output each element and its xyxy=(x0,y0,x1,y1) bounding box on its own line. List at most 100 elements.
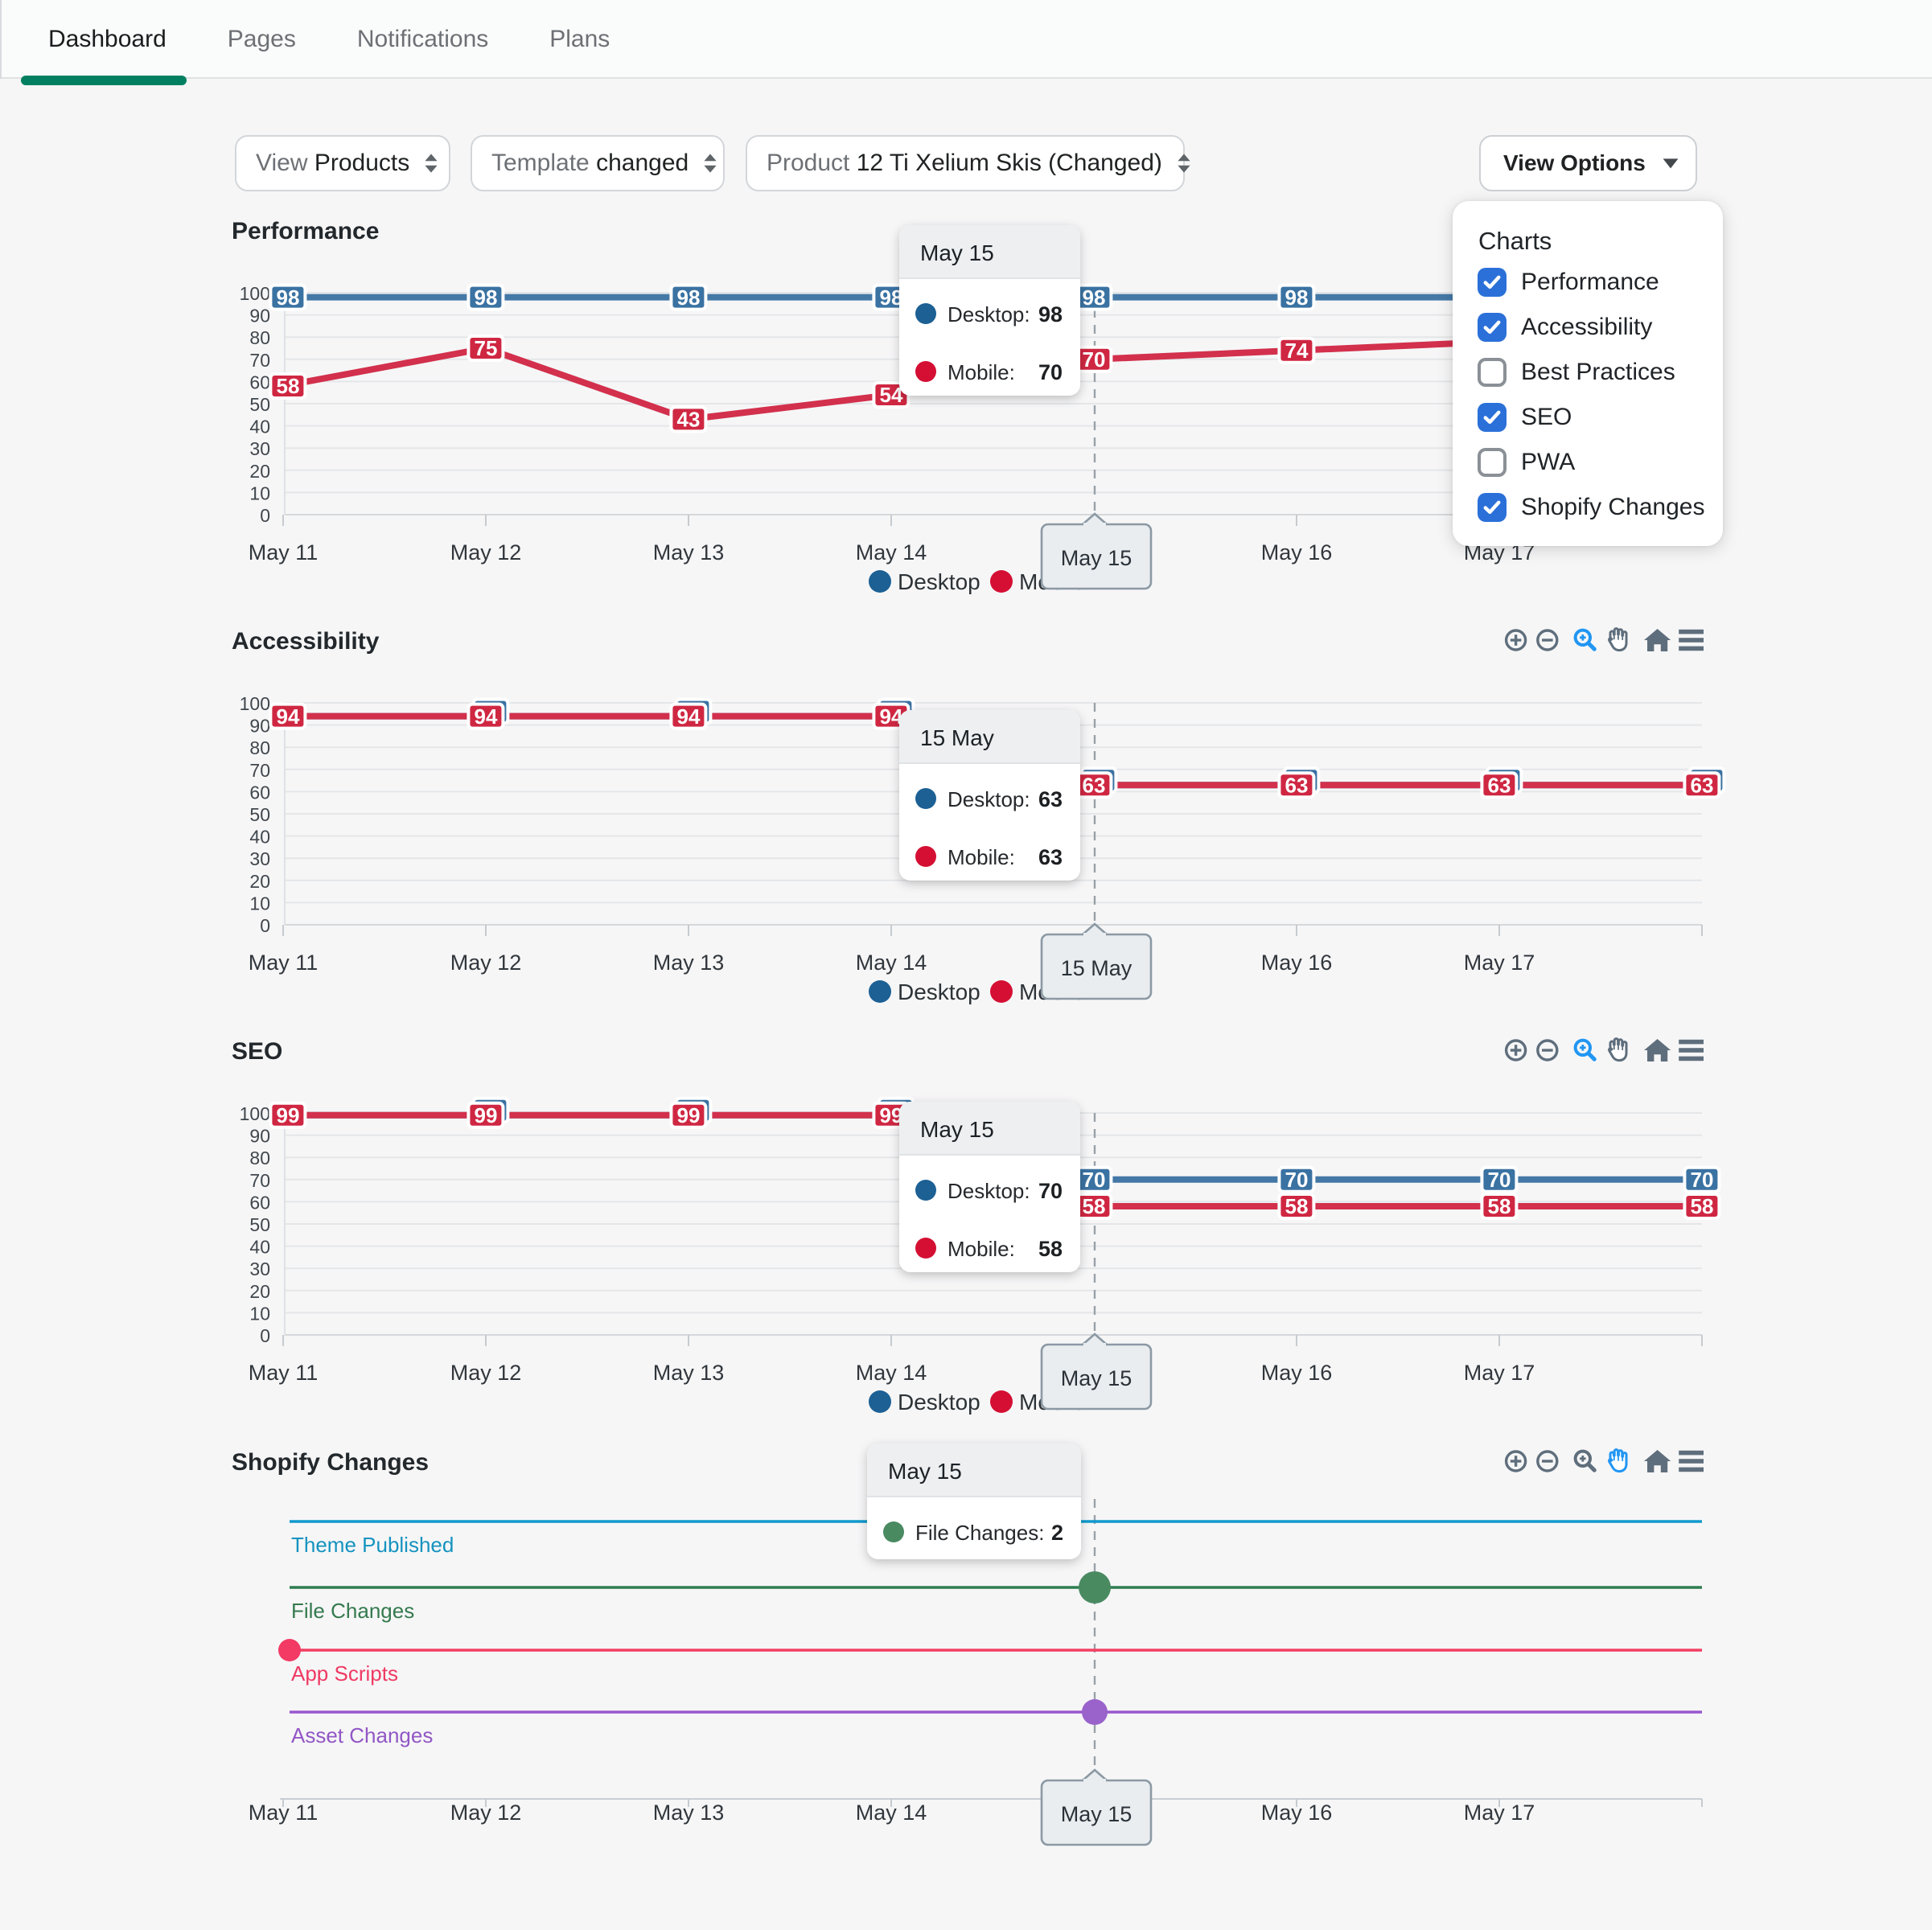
svg-text:74: 74 xyxy=(1285,339,1309,363)
svg-text:Desktop: Desktop xyxy=(898,569,980,594)
svg-text:May 11: May 11 xyxy=(249,1361,319,1385)
svg-text:May 16: May 16 xyxy=(1261,540,1333,565)
svg-text:May 13: May 13 xyxy=(653,540,725,565)
svg-text:May 12: May 12 xyxy=(450,1801,522,1825)
svg-text:Shopify Changes: Shopify Changes xyxy=(232,1449,429,1476)
svg-text:70: 70 xyxy=(1038,1179,1063,1203)
svg-text:58: 58 xyxy=(1083,1194,1106,1218)
svg-text:Desktop:: Desktop: xyxy=(948,787,1030,811)
svg-text:63: 63 xyxy=(1038,845,1063,869)
svg-text:May 17: May 17 xyxy=(1464,951,1535,975)
svg-text:70: 70 xyxy=(1083,347,1106,372)
svg-text:Desktop:: Desktop: xyxy=(948,302,1030,326)
svg-text:63: 63 xyxy=(1488,773,1511,797)
svg-text:100: 100 xyxy=(240,283,270,304)
svg-text:May 16: May 16 xyxy=(1261,951,1333,975)
svg-text:30: 30 xyxy=(249,438,270,459)
svg-text:60: 60 xyxy=(249,1192,270,1213)
svg-text:File Changes:: File Changes: xyxy=(915,1521,1044,1545)
svg-text:May 17: May 17 xyxy=(1464,1801,1535,1825)
svg-text:58: 58 xyxy=(1488,1194,1511,1218)
svg-text:May 12: May 12 xyxy=(450,951,522,975)
svg-text:May 16: May 16 xyxy=(1261,1361,1333,1385)
svg-text:99: 99 xyxy=(277,1103,300,1127)
svg-text:80: 80 xyxy=(249,737,270,758)
svg-text:0: 0 xyxy=(260,505,270,526)
svg-text:May 14: May 14 xyxy=(856,951,927,975)
svg-text:Theme Published: Theme Published xyxy=(291,1533,454,1557)
svg-text:70: 70 xyxy=(249,760,270,781)
svg-text:99: 99 xyxy=(677,1103,701,1127)
svg-text:90: 90 xyxy=(249,1126,270,1147)
svg-text:40: 40 xyxy=(249,1237,270,1258)
svg-text:70: 70 xyxy=(1083,1168,1106,1192)
svg-text:10: 10 xyxy=(249,482,270,503)
svg-text:20: 20 xyxy=(249,1281,270,1302)
svg-text:60: 60 xyxy=(249,372,270,392)
svg-text:May 12: May 12 xyxy=(450,540,522,565)
svg-text:94: 94 xyxy=(475,704,498,729)
svg-text:May 13: May 13 xyxy=(653,951,725,975)
svg-text:30: 30 xyxy=(249,848,270,869)
svg-text:94: 94 xyxy=(677,704,701,729)
svg-text:40: 40 xyxy=(249,417,270,437)
svg-text:94: 94 xyxy=(277,704,300,729)
svg-text:99: 99 xyxy=(880,1103,903,1127)
svg-text:Mobile:: Mobile: xyxy=(948,845,1015,869)
svg-text:100: 100 xyxy=(240,1103,270,1124)
svg-text:40: 40 xyxy=(249,827,270,848)
svg-text:58: 58 xyxy=(1285,1194,1309,1218)
svg-text:63: 63 xyxy=(1285,773,1309,797)
svg-text:May 12: May 12 xyxy=(450,1361,522,1385)
svg-text:May 11: May 11 xyxy=(249,951,319,975)
svg-text:App Scripts: App Scripts xyxy=(291,1661,398,1686)
svg-text:43: 43 xyxy=(677,408,701,432)
svg-text:50: 50 xyxy=(249,804,270,825)
svg-text:63: 63 xyxy=(1083,773,1106,797)
svg-text:98: 98 xyxy=(1083,285,1106,310)
svg-text:Performance: Performance xyxy=(232,218,379,244)
svg-text:Desktop: Desktop xyxy=(898,1390,980,1415)
svg-text:May 11: May 11 xyxy=(249,540,319,565)
svg-text:May 15: May 15 xyxy=(1061,1802,1132,1826)
svg-text:60: 60 xyxy=(249,782,270,803)
svg-text:50: 50 xyxy=(249,1214,270,1235)
svg-text:SEO: SEO xyxy=(232,1038,282,1065)
svg-text:Desktop: Desktop xyxy=(898,979,980,1004)
svg-text:70: 70 xyxy=(249,1170,270,1191)
svg-text:58: 58 xyxy=(1038,1237,1063,1261)
svg-text:98: 98 xyxy=(277,285,300,310)
svg-text:File Changes: File Changes xyxy=(291,1599,414,1623)
svg-text:90: 90 xyxy=(249,716,270,737)
svg-text:Mobile:: Mobile: xyxy=(948,360,1015,384)
svg-text:Desktop:: Desktop: xyxy=(948,1179,1030,1203)
svg-text:70: 70 xyxy=(1038,360,1063,384)
svg-text:50: 50 xyxy=(249,394,270,415)
svg-text:May 15: May 15 xyxy=(920,240,994,265)
svg-text:100: 100 xyxy=(240,693,270,714)
svg-text:98: 98 xyxy=(880,285,903,310)
svg-text:63: 63 xyxy=(1691,773,1714,797)
svg-text:80: 80 xyxy=(249,327,270,348)
svg-text:May 14: May 14 xyxy=(856,1361,927,1385)
svg-text:2: 2 xyxy=(1051,1521,1063,1545)
svg-text:70: 70 xyxy=(1691,1168,1714,1192)
svg-text:15 May: 15 May xyxy=(920,725,994,750)
svg-text:May 13: May 13 xyxy=(653,1801,725,1825)
svg-text:70: 70 xyxy=(249,350,270,371)
svg-text:54: 54 xyxy=(880,383,903,407)
svg-text:May 11: May 11 xyxy=(249,1801,319,1825)
svg-text:May 17: May 17 xyxy=(1464,1361,1535,1385)
svg-text:20: 20 xyxy=(249,461,270,482)
svg-text:30: 30 xyxy=(249,1259,270,1279)
svg-text:May 15: May 15 xyxy=(1061,546,1132,570)
svg-text:90: 90 xyxy=(249,306,270,326)
svg-text:Asset Changes: Asset Changes xyxy=(291,1723,433,1747)
svg-text:98: 98 xyxy=(475,285,498,310)
svg-text:0: 0 xyxy=(260,1325,270,1346)
svg-text:80: 80 xyxy=(249,1148,270,1168)
svg-text:May 15: May 15 xyxy=(1061,1366,1132,1390)
svg-text:63: 63 xyxy=(1038,787,1063,811)
svg-text:May 14: May 14 xyxy=(856,540,927,565)
svg-text:58: 58 xyxy=(1691,1194,1714,1218)
